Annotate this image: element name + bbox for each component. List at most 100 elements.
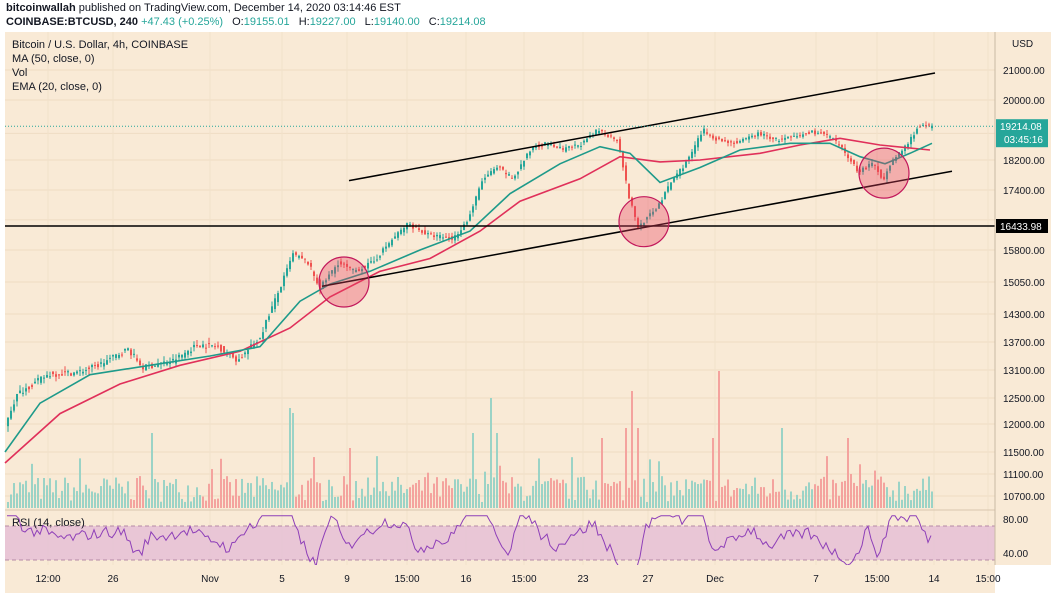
volume-bar [649, 459, 651, 508]
candle-body [430, 233, 432, 235]
candle-body [334, 267, 336, 274]
volume-bar [580, 477, 582, 508]
volume-bar [850, 474, 852, 508]
legend-ma[interactable]: MA (50, close, 0) [12, 53, 95, 65]
ohlc-line: COINBASE:BTCUSD, 240 +47.43 (+0.25%) O:1… [6, 16, 486, 28]
candle-body [67, 371, 69, 373]
volume-bar [532, 485, 534, 508]
volume-bar [493, 477, 495, 508]
candle-body [316, 277, 318, 284]
volume-bar [697, 484, 699, 508]
candle-body [532, 147, 534, 151]
candle-body [838, 144, 840, 146]
volume-bar [487, 483, 489, 508]
candle-body [16, 394, 18, 402]
candle-body [199, 345, 201, 348]
candle-body [283, 275, 285, 287]
volume-bar [175, 479, 177, 508]
volume-bar [343, 476, 345, 508]
volume-bar [739, 488, 741, 508]
candle-body [208, 343, 210, 345]
volume-bar [637, 428, 639, 508]
candle-body [58, 374, 60, 376]
candle-body [556, 146, 558, 148]
volume-bar [130, 499, 132, 508]
candle-body [661, 200, 663, 205]
volume-bar [58, 498, 60, 508]
candle-body [553, 144, 555, 147]
candle-body [688, 156, 690, 161]
volume-bar [721, 486, 723, 508]
candle-body [886, 171, 888, 180]
author-name[interactable]: bitcoinwallah [6, 2, 76, 14]
volume-bar [847, 438, 849, 508]
price-tick-label: 18200.00 [1003, 156, 1045, 167]
candle-body [244, 352, 246, 355]
volume-bar [538, 458, 540, 508]
candle-body [520, 164, 522, 169]
volume-bar [778, 491, 780, 508]
candle-body [202, 344, 204, 348]
price-tick-label: 11500.00 [1003, 448, 1044, 459]
volume-bar [394, 490, 396, 508]
candle-body [385, 246, 387, 249]
candle-body [136, 358, 138, 361]
volume-bar [835, 483, 837, 508]
volume-bar [154, 478, 156, 508]
candle-body [919, 126, 921, 128]
legend-title: Bitcoin / U.S. Dollar, 4h, COINBASE [12, 39, 188, 51]
candle-body [685, 161, 687, 168]
candle-body [85, 370, 87, 372]
legend-ema[interactable]: EMA (20, close, 0) [12, 81, 102, 93]
rsi-tick-label: 80.00 [1003, 515, 1028, 526]
candle-body [922, 124, 924, 126]
candle-body [646, 217, 648, 220]
volume-bar [115, 477, 117, 508]
volume-bar [19, 482, 21, 508]
volume-bar [202, 496, 204, 508]
volume-bar [577, 477, 579, 508]
candle-body [892, 159, 894, 165]
candle-body [586, 138, 588, 143]
volume-bar [193, 497, 195, 508]
candle-body [64, 371, 66, 373]
volume-bar [166, 485, 168, 508]
price-tick-label: 12500.00 [1003, 394, 1045, 405]
candle-body [331, 270, 333, 274]
candle-body [133, 353, 135, 355]
candle-body [580, 145, 582, 147]
volume-bar [373, 487, 375, 508]
candle-body [640, 223, 642, 227]
candle-body [166, 362, 168, 365]
volume-bar [565, 483, 567, 508]
candle-body [130, 349, 132, 356]
volume-bar [550, 478, 552, 508]
chart-header: bitcoinwallah published on TradingView.c… [0, 0, 1051, 32]
candle-body [766, 135, 768, 137]
candle-body [754, 135, 756, 137]
volume-bar [7, 501, 9, 508]
candle-body [817, 132, 819, 134]
candle-body [724, 140, 726, 142]
published-text: published on TradingView.com, December 1… [78, 2, 401, 14]
volume-bar [685, 479, 687, 508]
volume-bar [802, 490, 804, 508]
volume-bar [172, 484, 174, 508]
time-tick-label: 7 [813, 574, 819, 585]
volume-bar [151, 433, 153, 508]
candle-body [478, 188, 480, 200]
chart-canvas[interactable]: RSI (14, close) Bitcoin / U.S. Dollar, 4… [0, 32, 1051, 597]
candle-body [760, 132, 762, 136]
volume-bar [913, 490, 915, 508]
volume-bar [445, 478, 447, 508]
volume-bar [205, 500, 207, 508]
time-tick-label: 15:00 [975, 574, 1000, 585]
volume-bar [406, 489, 408, 508]
candle-body [73, 372, 75, 376]
legend-vol[interactable]: Vol [12, 67, 27, 79]
candle-body [328, 274, 330, 280]
candle-body [469, 214, 471, 221]
volume-bar [694, 482, 696, 508]
candle-body [472, 206, 474, 213]
candle-body [847, 154, 849, 159]
